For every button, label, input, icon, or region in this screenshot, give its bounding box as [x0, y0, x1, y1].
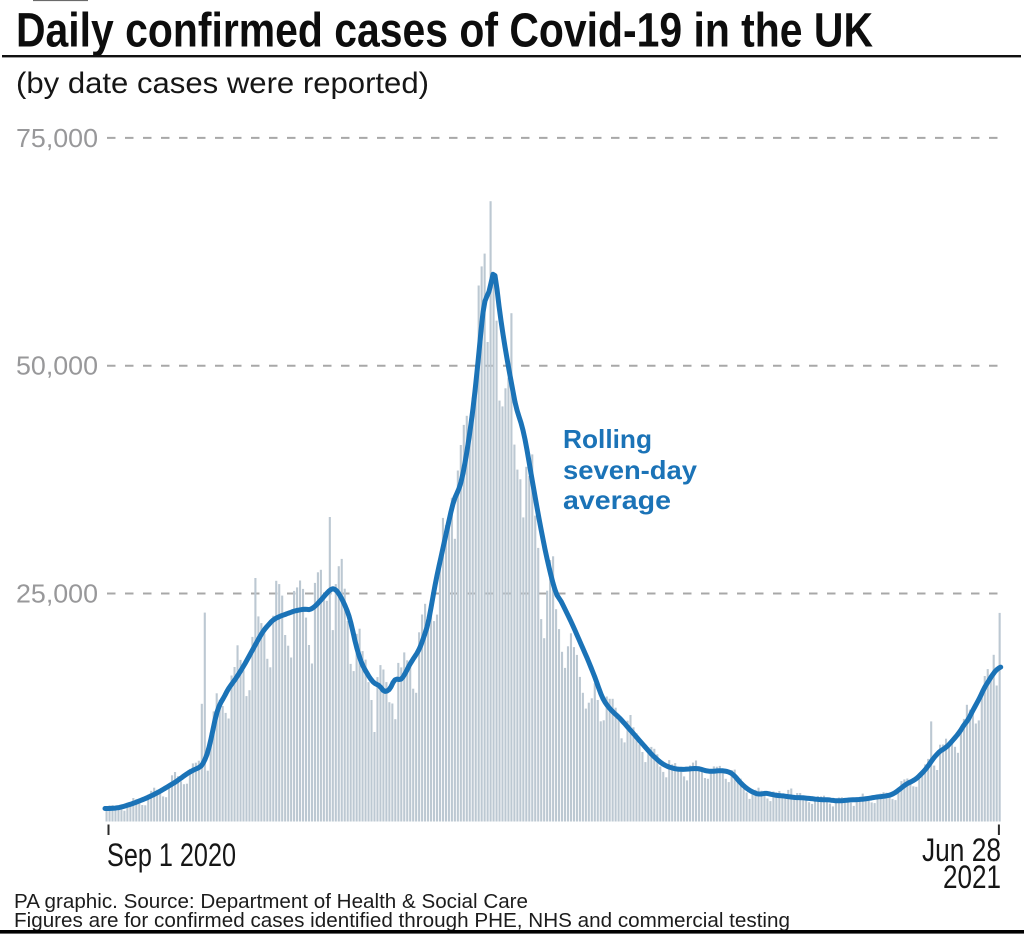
svg-text:Daily confirmed cases of Covid: Daily confirmed cases of Covid-19 in the… [16, 5, 873, 58]
svg-text:Figures are for confirmed case: Figures are for confirmed cases identifi… [14, 910, 790, 932]
svg-text:seven-day: seven-day [563, 455, 698, 485]
svg-text:Rolling: Rolling [563, 424, 652, 454]
svg-text:average: average [563, 485, 671, 515]
svg-text:(by date cases were reported): (by date cases were reported) [16, 67, 429, 100]
svg-text:Sep 1 2020: Sep 1 2020 [107, 837, 236, 873]
svg-text:Jun 28: Jun 28 [922, 832, 1001, 868]
svg-text:75,000: 75,000 [16, 123, 98, 153]
svg-text:2021: 2021 [943, 859, 1001, 895]
svg-text:PA graphic. Source: Department: PA graphic. Source: Department of Health… [14, 891, 528, 913]
svg-text:50,000: 50,000 [16, 351, 98, 381]
svg-text:25,000: 25,000 [16, 579, 98, 609]
